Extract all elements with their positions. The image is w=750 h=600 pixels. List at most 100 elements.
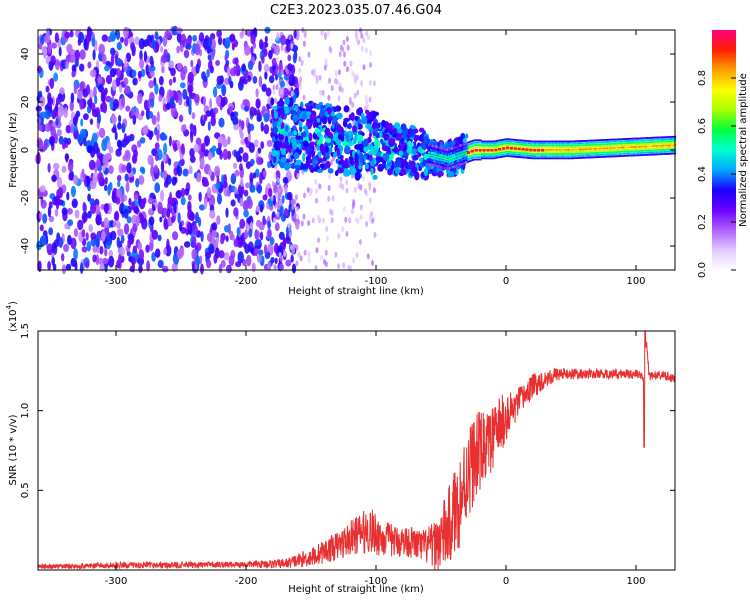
signal-cell	[471, 156, 474, 159]
signal-cell	[635, 148, 637, 150]
signal-cell	[559, 149, 561, 151]
signal-cell	[497, 139, 500, 142]
noise-cell	[40, 35, 45, 46]
signal-cell	[649, 143, 652, 146]
signal-cell	[622, 138, 625, 140]
scatter-cell	[418, 134, 424, 142]
signal-cell	[497, 143, 500, 146]
signal-cell	[486, 140, 488, 143]
signal-cell	[630, 150, 633, 153]
signal-cell	[671, 136, 673, 138]
signal-cell	[573, 146, 576, 149]
signal-cell	[540, 155, 542, 158]
signal-cell	[568, 149, 570, 151]
signal-cell	[446, 163, 449, 165]
signal-cell	[484, 144, 486, 147]
faint-cell	[367, 34, 370, 41]
noise-cell	[98, 85, 105, 93]
signal-cell	[476, 139, 479, 142]
noise-cell	[88, 97, 93, 109]
signal-cell	[514, 149, 516, 152]
signal-cell	[428, 156, 430, 158]
signal-cell	[657, 149, 660, 151]
snr-x-axis-label: Height of straight line (km)	[288, 584, 424, 595]
snr-exponent-prefix: (x10	[8, 309, 19, 332]
signal-cell	[611, 155, 613, 158]
noise-cell	[49, 77, 55, 90]
signal-cell	[673, 152, 675, 155]
noise-cell	[78, 31, 85, 44]
noise-cell	[54, 32, 60, 43]
signal-cell	[647, 143, 649, 146]
signal-cell	[543, 146, 545, 149]
signal-cell	[628, 140, 631, 142]
signal-cell	[526, 144, 529, 147]
signal-cell	[509, 149, 511, 151]
signal-cell	[472, 156, 475, 159]
noise-cell	[38, 139, 44, 150]
signal-cell	[659, 138, 662, 141]
signal-cell	[667, 144, 669, 147]
signal-cell	[489, 151, 491, 153]
signal-cell	[591, 150, 593, 152]
signal-cell	[551, 140, 554, 143]
signal-cell	[527, 140, 530, 142]
noise-cell	[268, 49, 273, 60]
signal-cell	[586, 142, 588, 144]
noise-cell	[249, 172, 254, 183]
signal-cell	[647, 137, 649, 139]
noise-cell	[79, 49, 86, 60]
signal-cell	[635, 143, 637, 146]
scatter-cell	[324, 111, 329, 116]
signal-cell	[614, 153, 616, 156]
faint-cell	[326, 30, 330, 37]
signal-cell	[449, 148, 452, 150]
noise-cell	[193, 93, 200, 104]
signal-cell	[523, 150, 526, 153]
signal-cell	[493, 153, 496, 155]
signal-cell	[494, 152, 497, 155]
signal-cell	[603, 151, 606, 154]
signal-cell	[533, 142, 535, 145]
signal-cell	[537, 146, 539, 149]
signal-cell	[495, 152, 498, 155]
signal-cell	[480, 139, 482, 142]
noise-cell	[182, 88, 188, 100]
signal-cell	[580, 144, 583, 147]
signal-cell	[437, 158, 439, 161]
signal-cell	[586, 146, 588, 148]
noise-cell	[103, 203, 110, 212]
signal-cell	[559, 151, 561, 153]
snr-panel: -300 -200 -100 0 100 0.51.01.5 Height of str…	[5, 301, 676, 595]
signal-cell	[517, 139, 519, 142]
signal-cell	[450, 167, 453, 169]
signal-cell	[491, 140, 493, 143]
noise-cell	[213, 253, 218, 264]
signal-cell	[611, 138, 613, 141]
signal-cell	[473, 151, 476, 154]
signal-cell	[508, 148, 510, 151]
signal-cell	[558, 151, 560, 153]
signal-cell	[567, 153, 569, 155]
noise-cell	[138, 265, 143, 273]
signal-cell	[594, 156, 596, 159]
signal-cell	[575, 140, 578, 143]
signal-cell	[511, 140, 513, 143]
signal-cell	[446, 151, 449, 153]
scatter-cell	[302, 152, 306, 162]
noise-cell	[287, 54, 292, 62]
signal-cell	[639, 137, 641, 140]
signal-cell	[564, 149, 566, 151]
noise-cell	[39, 111, 47, 119]
signal-cell	[468, 160, 471, 163]
signal-cell	[643, 149, 645, 152]
signal-cell	[520, 139, 523, 142]
signal-cell	[665, 146, 667, 149]
signal-cell	[525, 140, 528, 142]
signal-cell	[626, 142, 629, 144]
noise-cell	[116, 188, 123, 199]
noise-cell	[198, 191, 202, 202]
noise-cell	[176, 31, 182, 43]
signal-cell	[570, 157, 573, 160]
signal-cell	[621, 153, 623, 155]
